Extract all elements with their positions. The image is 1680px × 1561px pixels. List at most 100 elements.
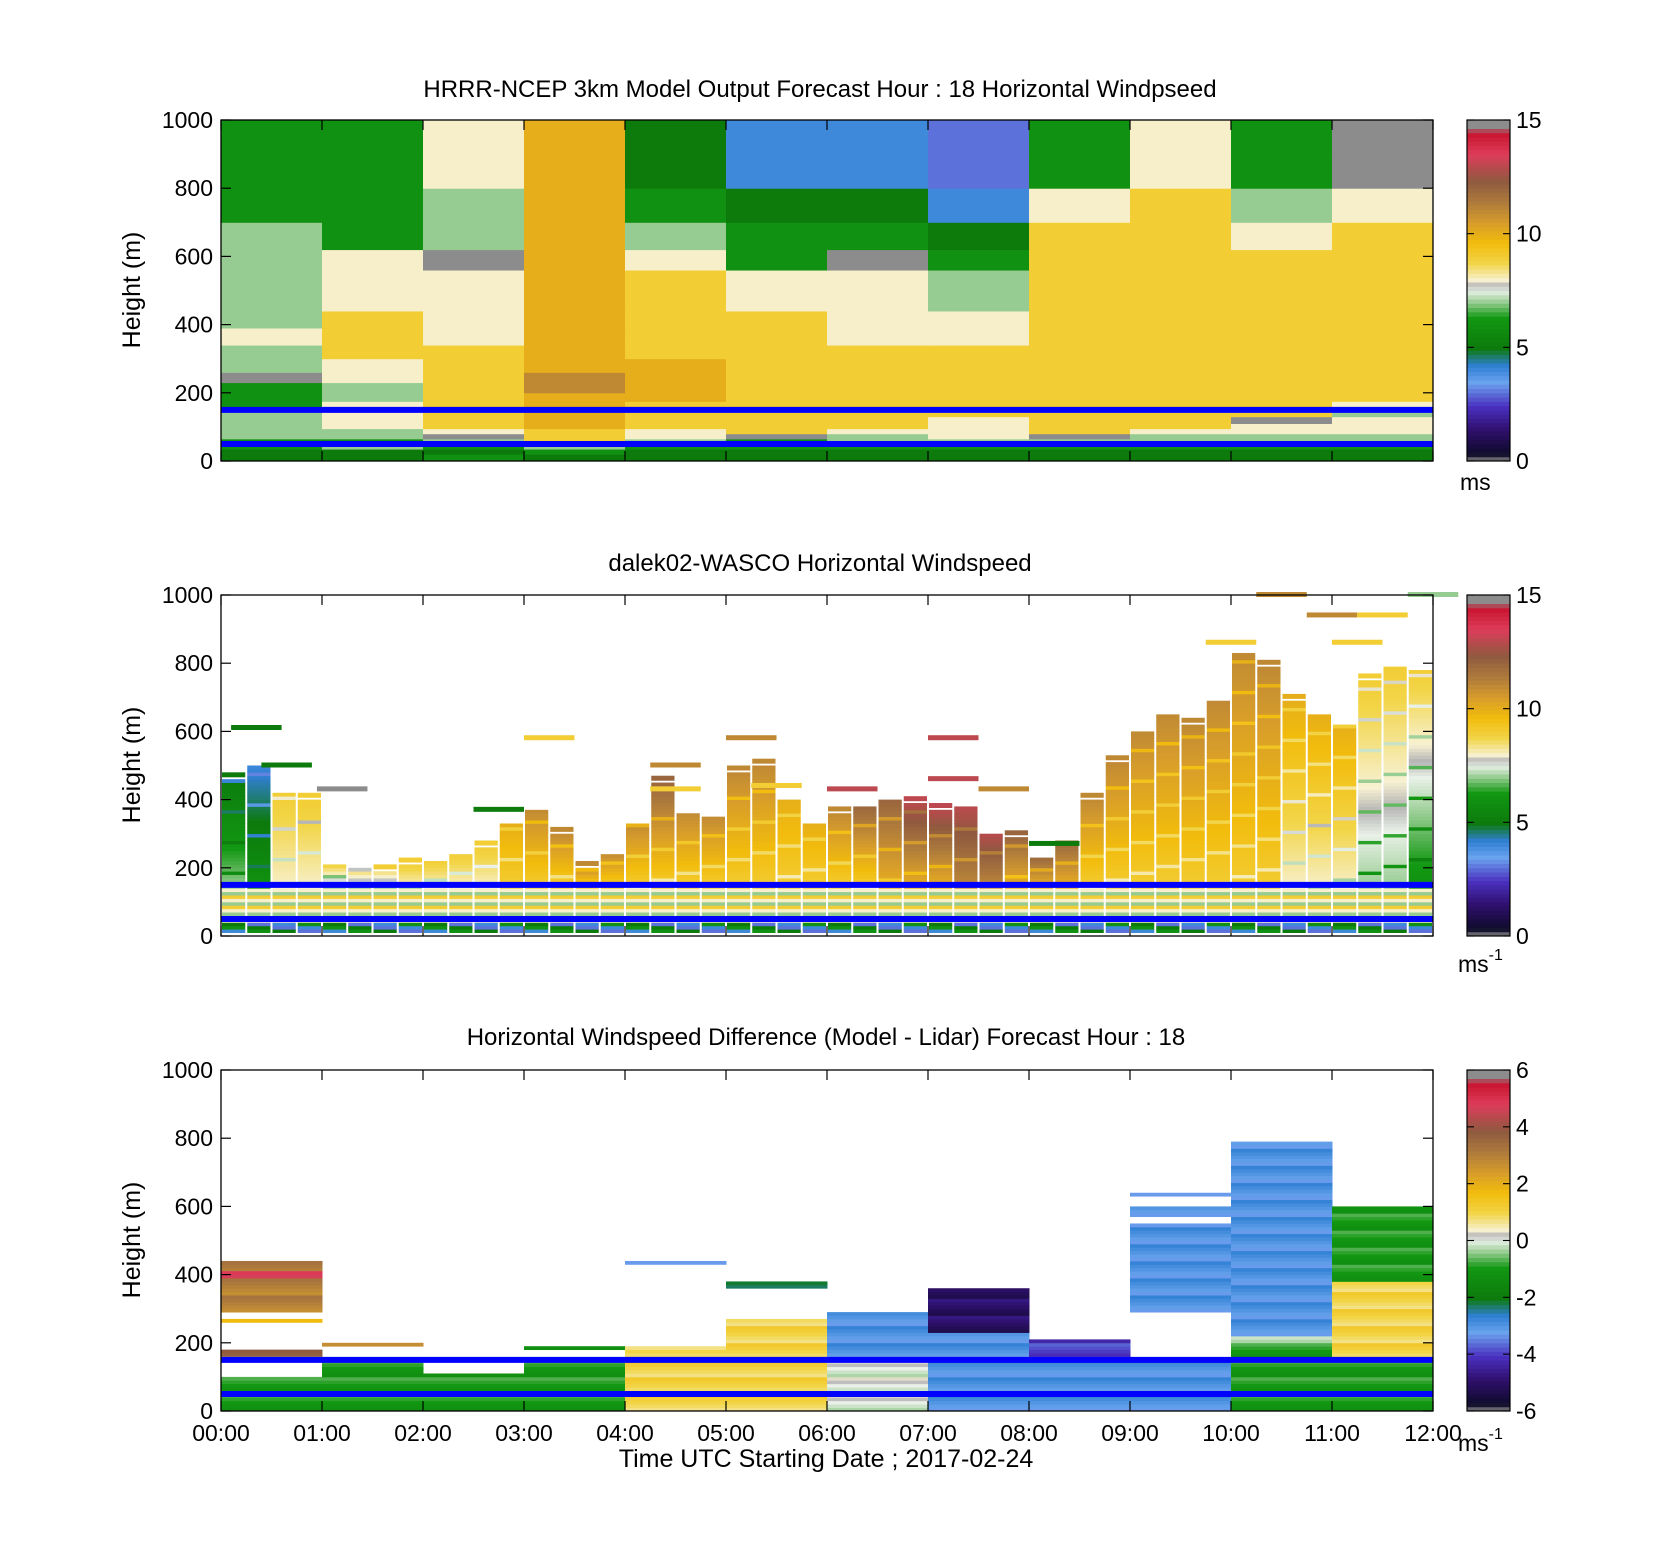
heatmap-cell bbox=[1332, 433, 1434, 440]
heatmap-cell bbox=[1029, 358, 1131, 373]
lidar-cell bbox=[499, 922, 523, 927]
lidar-cell bbox=[1156, 731, 1180, 736]
colorbar-segment bbox=[1467, 1197, 1510, 1203]
lidar-cell bbox=[1232, 690, 1256, 695]
lidar-cell bbox=[222, 833, 246, 838]
colorbar-segment bbox=[1467, 264, 1510, 270]
lidar-cell bbox=[398, 901, 422, 906]
heatmap-cell bbox=[322, 188, 424, 223]
difference-cell bbox=[322, 1376, 424, 1381]
lidar-cell bbox=[1383, 734, 1407, 739]
lidar-cell bbox=[1408, 905, 1432, 910]
lidar-cell bbox=[1333, 803, 1357, 807]
lidar-cell bbox=[1257, 782, 1281, 787]
difference-cell bbox=[827, 1318, 929, 1323]
lidar-cell bbox=[1232, 809, 1256, 814]
lidar-cell bbox=[1257, 762, 1281, 766]
lidar-cell bbox=[1206, 850, 1230, 855]
lidar-cell bbox=[600, 857, 624, 862]
colorbar-segment bbox=[1467, 910, 1510, 916]
lidar-cell bbox=[626, 912, 650, 916]
lidar-cell bbox=[1206, 925, 1230, 930]
colorbar-segment bbox=[1467, 846, 1510, 852]
lidar-cell bbox=[600, 874, 624, 879]
lidar-cell bbox=[878, 813, 902, 818]
lidar-cell bbox=[1333, 823, 1357, 828]
colorbar-segment bbox=[1467, 1202, 1510, 1207]
heatmap-cell bbox=[1231, 290, 1333, 312]
lidar-cell bbox=[626, 826, 650, 831]
lidar-cell bbox=[1105, 905, 1129, 910]
difference-cell bbox=[1332, 1206, 1434, 1211]
lidar-cell bbox=[1131, 782, 1155, 787]
lidar-cell bbox=[853, 820, 877, 824]
heatmap-cell bbox=[423, 454, 525, 462]
heatmap-cell bbox=[322, 454, 424, 462]
lidar-cell bbox=[676, 840, 700, 845]
heatmap-cell bbox=[1130, 345, 1232, 360]
lidar-cell bbox=[752, 826, 776, 831]
lidar-cell bbox=[1156, 905, 1180, 910]
lidar-cell bbox=[550, 878, 574, 882]
colorbar-segment bbox=[1467, 188, 1510, 193]
lidar-cell bbox=[297, 922, 321, 927]
lidar-cell bbox=[979, 898, 1003, 903]
difference-cell bbox=[1332, 1247, 1434, 1252]
lidar-cell bbox=[651, 837, 675, 841]
difference-cell bbox=[625, 1346, 727, 1351]
lidar-cell bbox=[676, 830, 700, 835]
lidar-cell bbox=[1358, 806, 1382, 811]
colorbar-segment bbox=[1467, 166, 1510, 172]
lidar-cell bbox=[1181, 864, 1205, 869]
lidar-cell bbox=[1358, 837, 1382, 841]
difference-cell bbox=[1332, 1240, 1434, 1245]
difference-cell bbox=[1332, 1339, 1434, 1344]
difference-cell bbox=[1231, 1165, 1333, 1170]
lidar-cell bbox=[600, 860, 624, 865]
lidar-cell bbox=[1383, 676, 1407, 681]
lidar-cell bbox=[1131, 905, 1155, 910]
lidar-cell bbox=[1257, 721, 1281, 725]
lidar-cell bbox=[499, 871, 523, 876]
lidar-cell bbox=[1156, 762, 1180, 766]
lidar-cell bbox=[878, 929, 902, 933]
heatmap-cell bbox=[322, 416, 424, 424]
lidar-cell bbox=[1080, 816, 1104, 821]
lidar-cell bbox=[777, 809, 801, 814]
lidar-cell bbox=[1282, 796, 1306, 800]
lidar-cell bbox=[1232, 837, 1256, 841]
difference-cell bbox=[1231, 1363, 1333, 1368]
lidar-cell bbox=[878, 850, 902, 855]
lidar-cell bbox=[600, 929, 624, 933]
lidar-cell bbox=[1358, 816, 1382, 821]
lidar-cell bbox=[222, 813, 246, 818]
lidar-cell bbox=[1181, 789, 1205, 794]
lidar-cell bbox=[1232, 670, 1256, 674]
lidar-cell bbox=[247, 867, 271, 872]
heatmap-cell bbox=[221, 428, 323, 435]
lidar-cell bbox=[802, 871, 826, 876]
lidar-cell bbox=[979, 925, 1003, 930]
lidar-cell bbox=[1181, 734, 1205, 739]
lidar-cell bbox=[878, 857, 902, 862]
difference-cell bbox=[524, 1387, 626, 1391]
difference-x-axis: 00:00 01:00 02:00 03:00 04:00 05:00 06:00 07:00… bbox=[192, 1070, 1462, 1446]
colorbar-tick-label: 10 bbox=[1516, 221, 1542, 247]
lidar-cell bbox=[1232, 666, 1256, 671]
lidar-cell bbox=[1358, 891, 1382, 896]
lidar-sparse-return bbox=[650, 762, 701, 768]
difference-cell bbox=[726, 1353, 828, 1357]
lidar-cell bbox=[398, 912, 422, 916]
lidar-cell bbox=[1333, 785, 1357, 790]
difference-cell bbox=[221, 1380, 323, 1385]
heatmap-cell bbox=[1130, 358, 1232, 373]
lidar-cell bbox=[525, 854, 549, 858]
model-colorbar-unit: ms bbox=[1460, 469, 1491, 495]
lidar-cell bbox=[1333, 857, 1357, 862]
lidar-cell bbox=[1307, 908, 1331, 913]
lidar-cell bbox=[1156, 758, 1180, 763]
difference-cell bbox=[625, 1400, 727, 1405]
lidar-cell bbox=[1080, 857, 1104, 862]
colorbar-segment bbox=[1467, 918, 1510, 924]
